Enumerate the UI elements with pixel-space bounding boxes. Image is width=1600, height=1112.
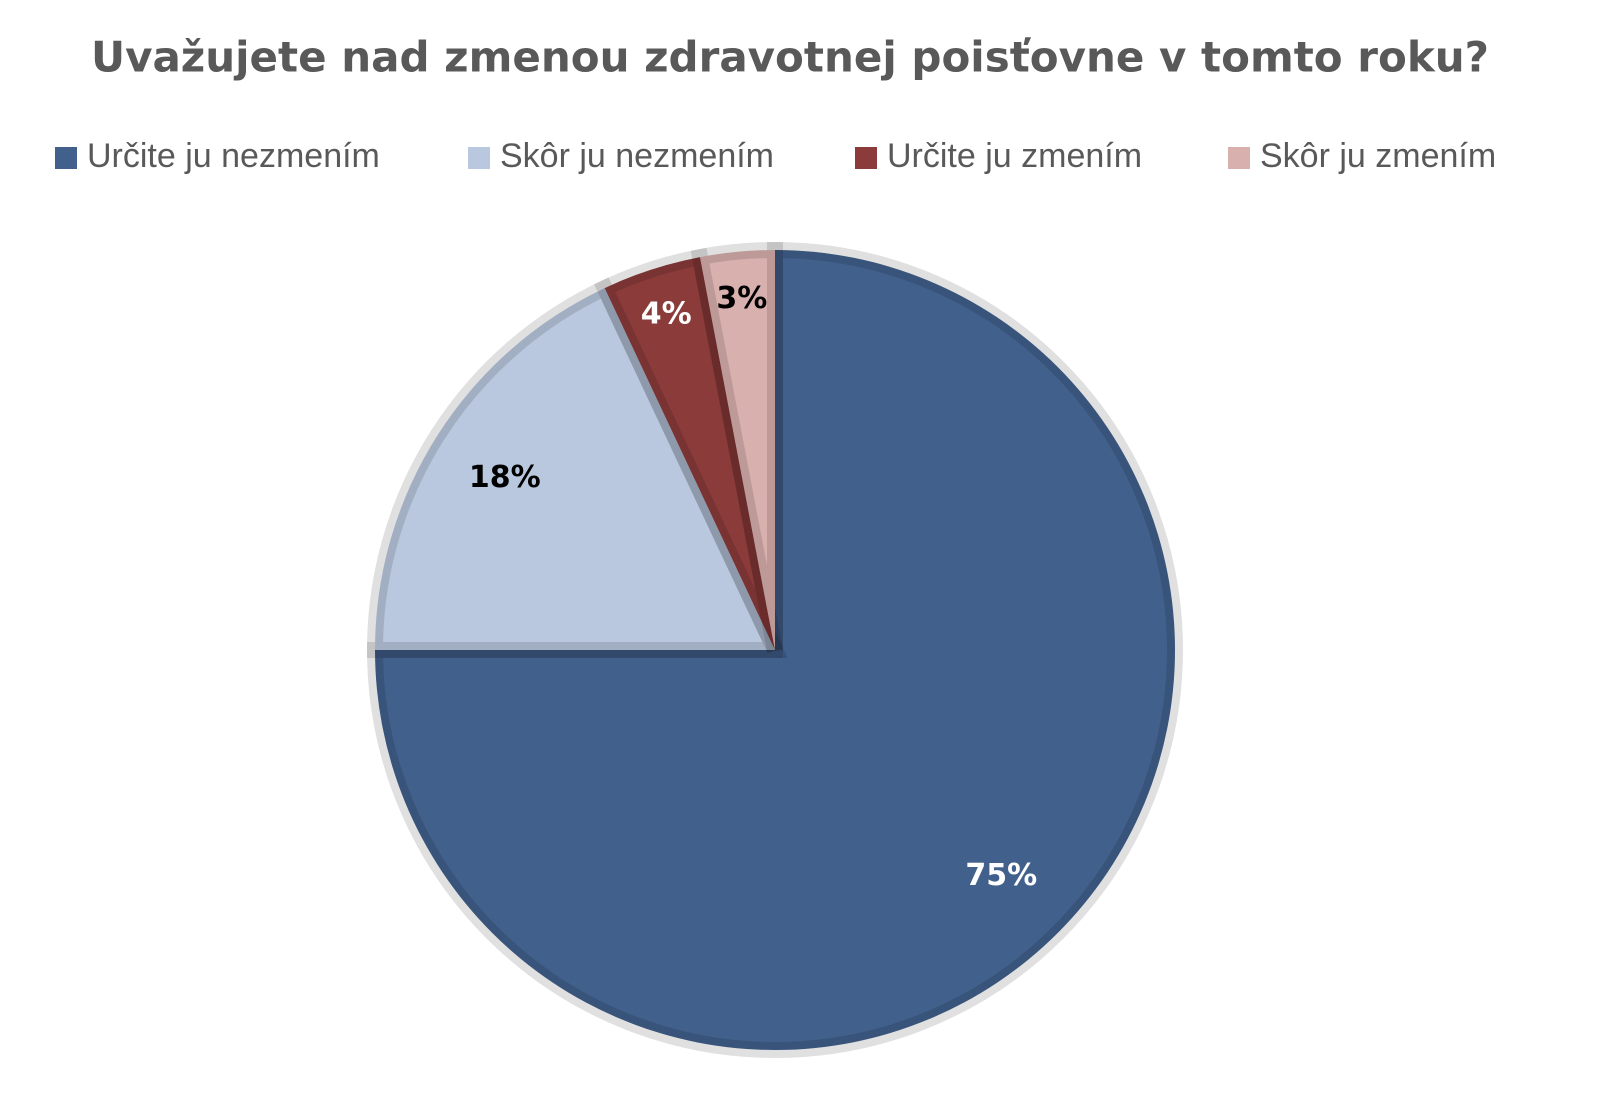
legend-swatch — [1228, 147, 1250, 169]
legend-label: Určite ju zmením — [887, 137, 1142, 175]
pie-slice — [690, 241, 783, 652]
legend-swatch — [855, 147, 877, 169]
legend-label: Skôr ju zmením — [1260, 137, 1496, 175]
legend-swatch — [468, 147, 490, 169]
data-label: 3% — [716, 281, 767, 316]
data-label: 18% — [469, 460, 541, 495]
data-label: 4% — [641, 297, 692, 332]
pie-slice — [594, 247, 783, 654]
data-label: 75% — [965, 858, 1037, 893]
legend-swatch — [55, 147, 77, 169]
legend-label: Skôr ju nezmením — [500, 137, 774, 175]
legend-label: Určite ju nezmením — [87, 137, 380, 175]
chart-title: Uvažujete nad zmenou zdravotnej poisťovn… — [91, 33, 1489, 82]
pie-slice — [366, 277, 788, 658]
